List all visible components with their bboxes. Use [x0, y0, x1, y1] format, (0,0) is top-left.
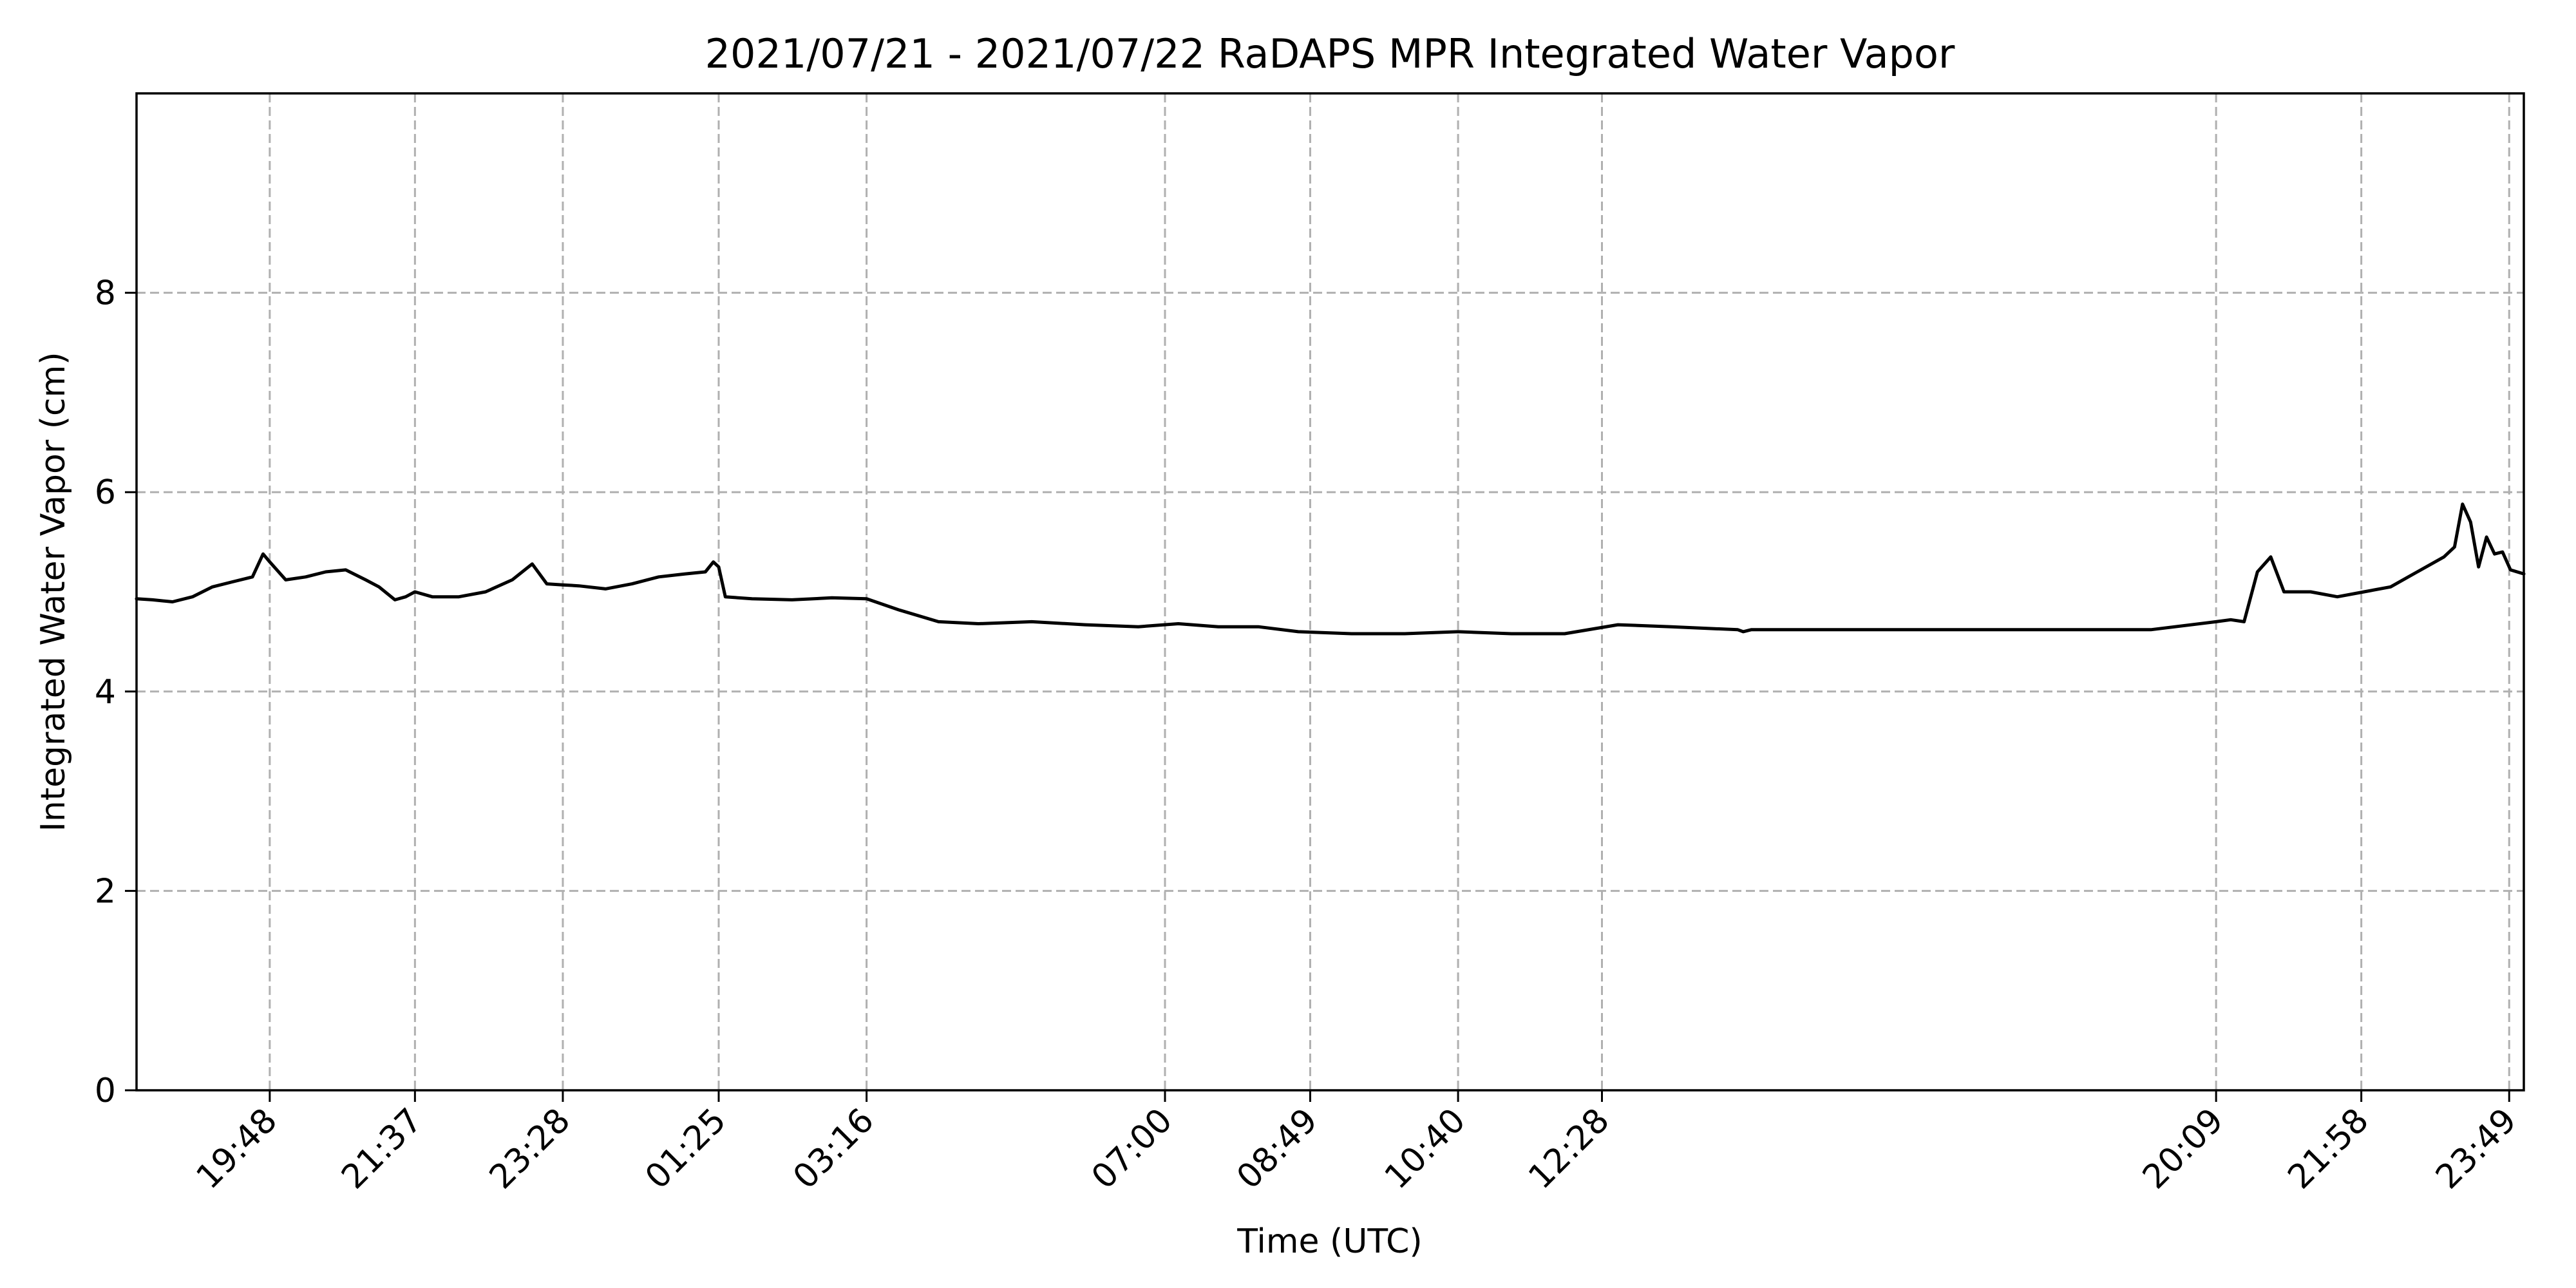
- series-layer: [135, 502, 2526, 636]
- y-axis-label: Integrated Water Vapor (cm): [34, 352, 73, 831]
- chart-title: 2021/07/21 - 2021/07/22 RaDAPS MPR Integ…: [705, 30, 1955, 77]
- series-line-0: [135, 502, 2526, 636]
- plot-frame: [135, 92, 2525, 1092]
- y-tick-label: 2: [95, 872, 116, 911]
- y-tick-label: 6: [95, 473, 116, 512]
- y-tick-label: 4: [95, 673, 116, 712]
- y-tick-label: 8: [95, 274, 116, 313]
- grid: [137, 93, 2524, 1090]
- x-axis-label: Time (UTC): [1236, 1222, 1422, 1261]
- y-tick-label: 0: [95, 1072, 116, 1110]
